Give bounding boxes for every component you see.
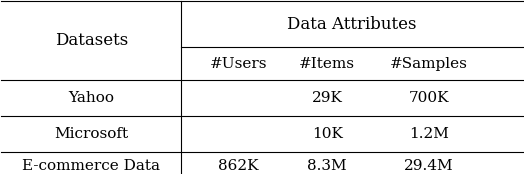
Text: #Users: #Users: [210, 57, 267, 71]
Text: 862K: 862K: [219, 159, 259, 173]
Text: Datasets: Datasets: [54, 32, 128, 49]
Text: Microsoft: Microsoft: [54, 127, 128, 141]
Text: E-commerce Data: E-commerce Data: [23, 159, 160, 173]
Text: 1.2M: 1.2M: [409, 127, 449, 141]
Text: #Samples: #Samples: [390, 57, 468, 71]
Text: 29K: 29K: [312, 91, 343, 105]
Text: 700K: 700K: [409, 91, 449, 105]
Text: 10K: 10K: [312, 127, 343, 141]
Text: 29.4M: 29.4M: [404, 159, 454, 173]
Text: Data Attributes: Data Attributes: [287, 16, 417, 33]
Text: #Items: #Items: [299, 57, 355, 71]
Text: 8.3M: 8.3M: [308, 159, 347, 173]
Text: Yahoo: Yahoo: [68, 91, 114, 105]
